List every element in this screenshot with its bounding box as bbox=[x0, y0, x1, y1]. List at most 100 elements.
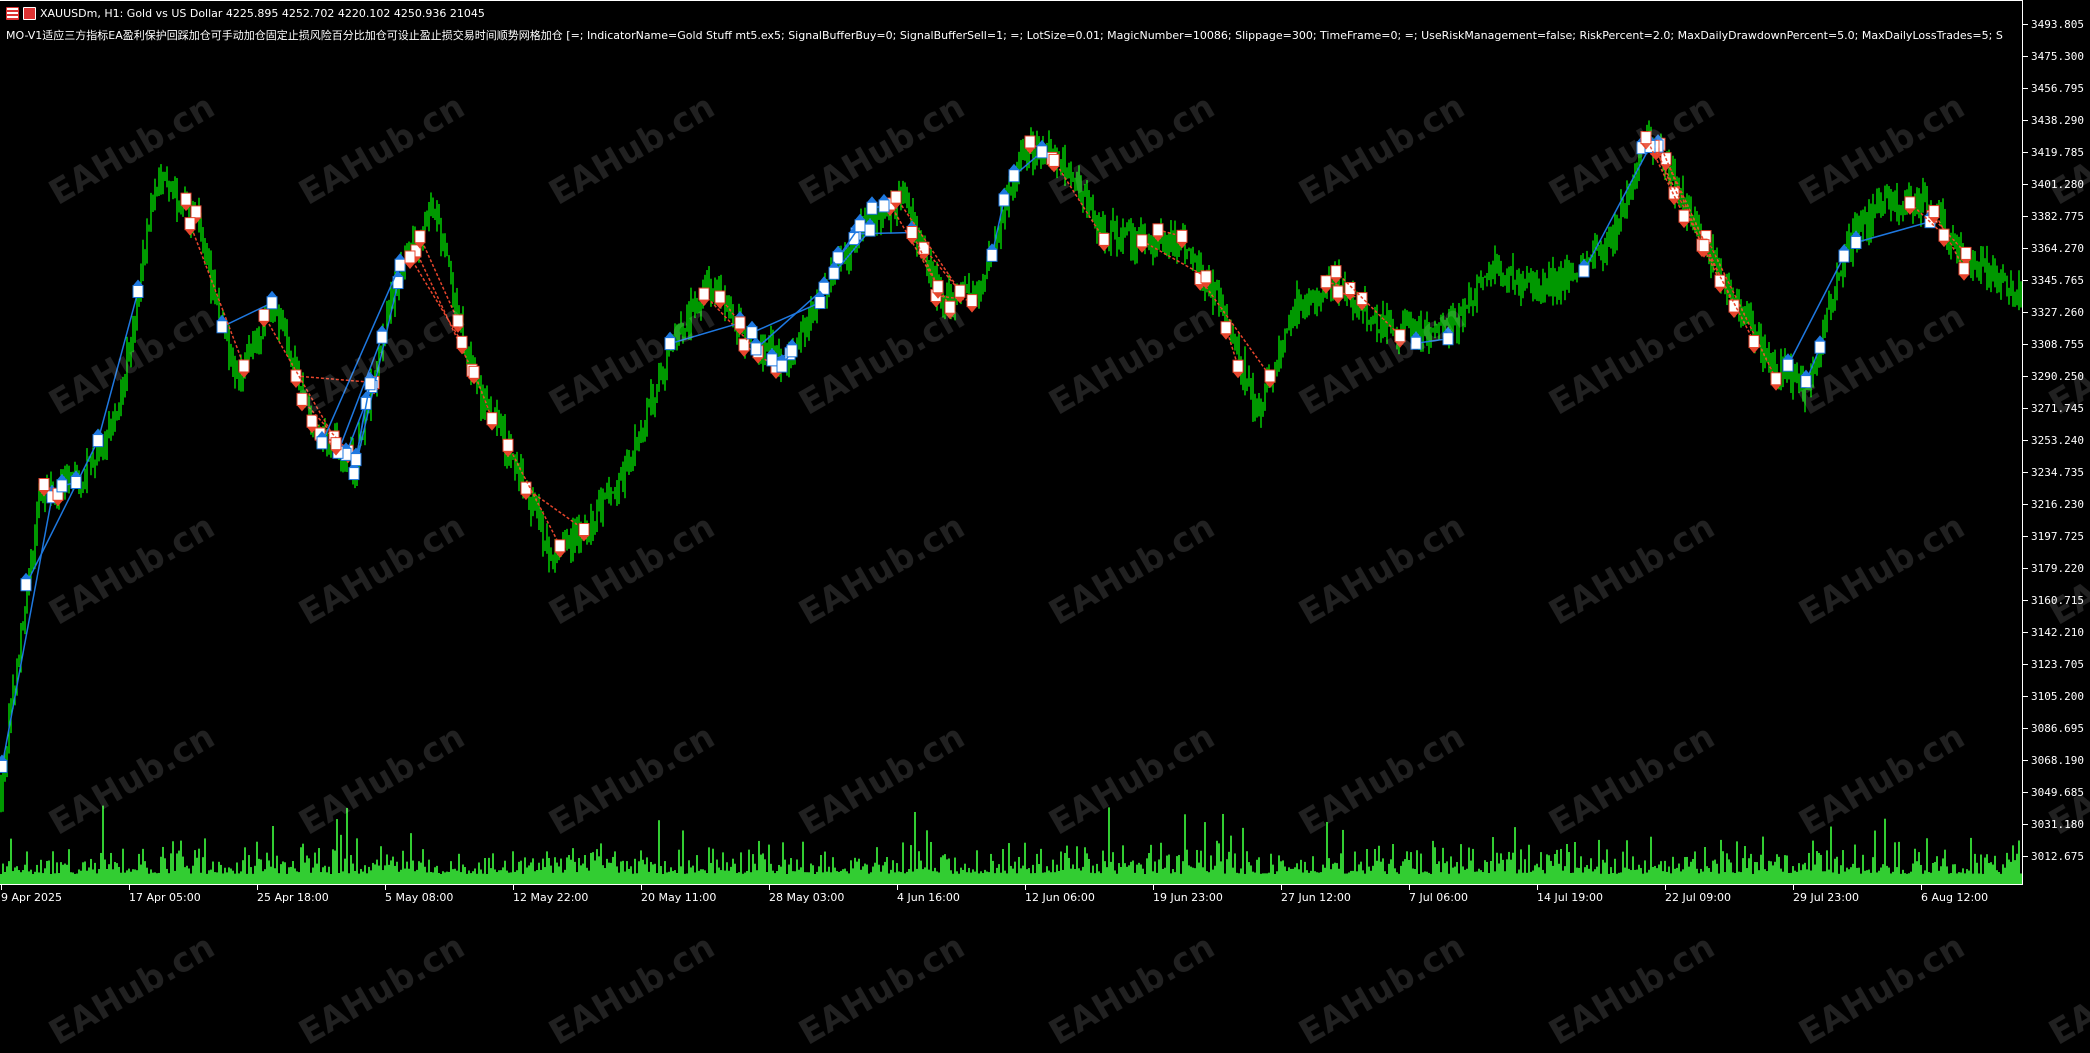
volume-bar bbox=[1222, 813, 1224, 884]
volume-bar bbox=[1872, 857, 1874, 884]
order-marker bbox=[1220, 321, 1232, 335]
volume-bar bbox=[938, 872, 940, 884]
volume-bar bbox=[182, 856, 184, 884]
volume-bar bbox=[1470, 860, 1472, 884]
volume-bar bbox=[422, 849, 424, 884]
volume-bar bbox=[1138, 862, 1140, 884]
sell-arrow-icon bbox=[715, 303, 725, 310]
volume-bar bbox=[1944, 849, 1946, 884]
volume-bar bbox=[660, 866, 662, 884]
volume-bar bbox=[154, 872, 156, 884]
buy-arrow-icon bbox=[867, 196, 877, 203]
volume-bar bbox=[1582, 872, 1584, 884]
volume-bar bbox=[170, 853, 172, 884]
order-marker bbox=[1578, 264, 1590, 278]
volume-bar bbox=[1782, 871, 1784, 884]
volume-bar bbox=[478, 862, 480, 884]
volume-bar bbox=[1652, 866, 1654, 884]
volume-bar bbox=[1172, 869, 1174, 884]
order-marker bbox=[364, 377, 376, 391]
volume-bar bbox=[774, 873, 776, 884]
volume-bar bbox=[1480, 870, 1482, 884]
volume-bar bbox=[1344, 873, 1346, 884]
volume-bar bbox=[1236, 872, 1238, 884]
trade-panel-icon[interactable] bbox=[23, 7, 36, 20]
volume-bar bbox=[1466, 868, 1468, 884]
volume-bar bbox=[40, 859, 42, 884]
volume-bar bbox=[1744, 846, 1746, 884]
volume-bar bbox=[1008, 843, 1010, 884]
volume-bar bbox=[1906, 873, 1908, 884]
price-axis[interactable]: 3493.805 3475.300 3456.795 3438.290 3419.785… bbox=[2023, 0, 2090, 885]
volume-bar bbox=[742, 873, 744, 884]
volume-bar bbox=[442, 871, 444, 884]
volume-bar bbox=[1110, 861, 1112, 884]
volume-bar bbox=[324, 865, 326, 884]
volume-bar bbox=[1238, 873, 1240, 884]
volume-bar bbox=[1660, 861, 1662, 884]
volume-bar bbox=[1532, 870, 1534, 884]
order-marker bbox=[180, 192, 192, 206]
volume-bar bbox=[1638, 864, 1640, 884]
buy-trade-line bbox=[833, 229, 871, 274]
volume-bar bbox=[2020, 873, 2022, 884]
buy-trade-line bbox=[221, 302, 273, 328]
volume-bar bbox=[1690, 861, 1692, 884]
volume-bar bbox=[1220, 861, 1222, 884]
volume-bar bbox=[432, 872, 434, 884]
volume-bar bbox=[924, 867, 926, 884]
volume-bar bbox=[1390, 859, 1392, 884]
volume-bar bbox=[1370, 870, 1372, 884]
volume-bar bbox=[850, 860, 852, 884]
volume-bar bbox=[628, 868, 630, 884]
volume-bar bbox=[1834, 858, 1836, 884]
volume-bar bbox=[198, 848, 200, 884]
time-axis[interactable]: 9 Apr 2025 17 Apr 05:00 25 Apr 18:00 5 May … bbox=[0, 885, 2023, 916]
volume-bar bbox=[1412, 868, 1414, 884]
volume-bar bbox=[406, 861, 408, 884]
volume-bar bbox=[806, 872, 808, 884]
time-tick-label: 7 Jul 06:00 bbox=[1409, 885, 1468, 904]
order-marker bbox=[1394, 329, 1406, 343]
volume-bar bbox=[124, 872, 126, 884]
volume-bar bbox=[1214, 865, 1216, 884]
volume-bar bbox=[916, 868, 918, 884]
order-marker bbox=[1036, 145, 1048, 159]
volume-bar bbox=[456, 870, 458, 884]
volume-bar bbox=[1808, 852, 1810, 884]
volume-bar bbox=[950, 870, 952, 884]
price-tick-label: 3012.675 bbox=[2023, 850, 2084, 863]
price-chart[interactable]: XAUUSDm, H1: Gold vs US Dollar 4225.895 … bbox=[0, 0, 2023, 885]
volume-bar bbox=[952, 873, 954, 884]
volume-bar bbox=[694, 872, 696, 884]
volume-bar bbox=[668, 871, 670, 884]
volume-bar bbox=[1134, 872, 1136, 884]
volume-bar bbox=[1022, 865, 1024, 884]
buy-arrow-icon bbox=[735, 310, 745, 317]
volume-bar bbox=[490, 868, 492, 884]
volume-bar bbox=[846, 871, 848, 884]
sell-arrow-icon bbox=[1099, 245, 1109, 252]
volume-bar bbox=[1200, 850, 1202, 884]
chart-list-icon[interactable] bbox=[6, 7, 19, 20]
volume-bar bbox=[800, 867, 802, 884]
volume-bar bbox=[610, 862, 612, 884]
volume-bar bbox=[212, 861, 214, 884]
volume-bar bbox=[1382, 858, 1384, 884]
volume-bar bbox=[1368, 866, 1370, 884]
watermark: EAHub.cn bbox=[42, 926, 222, 1053]
volume-bar bbox=[676, 872, 678, 884]
volume-bar bbox=[1410, 852, 1412, 884]
volume-bar bbox=[814, 873, 816, 884]
volume-bar bbox=[1826, 850, 1828, 884]
volume-bar bbox=[32, 873, 34, 884]
volume-bar bbox=[790, 858, 792, 884]
volume-bar bbox=[360, 868, 362, 884]
volume-bar bbox=[1290, 868, 1292, 884]
buy-arrow-icon bbox=[351, 447, 361, 454]
order-marker bbox=[452, 314, 464, 328]
volume-bar bbox=[1448, 873, 1450, 884]
volume-bar bbox=[1100, 873, 1102, 884]
chart-canvas[interactable] bbox=[0, 1, 2023, 885]
volume-bar bbox=[1908, 873, 1910, 884]
